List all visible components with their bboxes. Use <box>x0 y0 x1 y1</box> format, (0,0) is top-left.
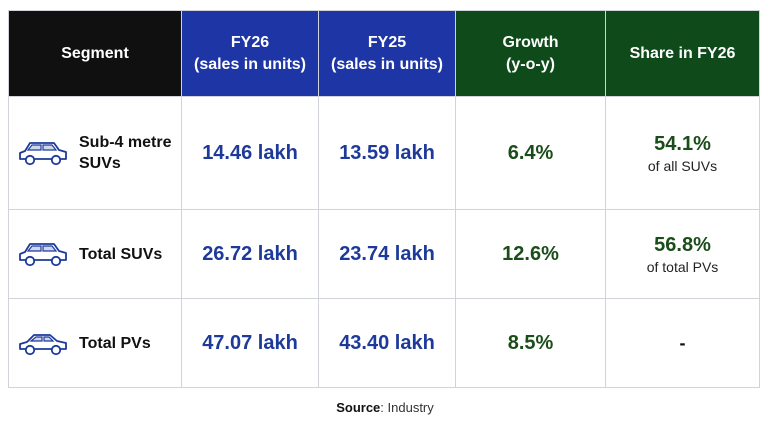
header-segment-label: Segment <box>61 44 129 62</box>
header-share: Share in FY26 <box>605 10 760 97</box>
header-fy25-label: FY25 <box>367 33 407 51</box>
header-fy26-sublabel: (sales in units) <box>193 55 307 73</box>
growth-value: 6.4% <box>507 141 554 164</box>
table-row: Total SUVs 26.72 lakh 23.74 lakh 12.6% 5… <box>8 209 760 299</box>
sales-comparison-table: Segment FY26 (sales in units) FY25 (sale… <box>8 10 760 388</box>
share-value: 54.1% <box>654 132 711 155</box>
header-growth: Growth (y-o-y) <box>455 10 606 97</box>
table-header-row: Segment FY26 (sales in units) FY25 (sale… <box>8 10 760 97</box>
growth-value-cell: 8.5% <box>455 298 606 388</box>
table-row: Sub-4 metre SUVs 14.46 lakh 13.59 lakh 6… <box>8 96 760 210</box>
header-share-label: Share in FY26 <box>629 44 736 62</box>
header-segment: Segment <box>8 10 182 97</box>
share-value-cell: 56.8% of total PVs <box>605 209 760 299</box>
header-fy26-label: FY26 <box>230 33 270 51</box>
sales-comparison-table-frame: Segment FY26 (sales in units) FY25 (sale… <box>8 10 760 388</box>
fy26-value: 26.72 lakh <box>202 242 298 265</box>
share-value-cell: - <box>605 298 760 388</box>
header-growth-label: Growth <box>502 33 559 51</box>
table-row: Total PVs 47.07 lakh 43.40 lakh 8.5% - <box>8 298 760 388</box>
fy25-value-cell: 43.40 lakh <box>318 298 456 388</box>
fy26-value-cell: 26.72 lakh <box>181 209 319 299</box>
growth-value: 12.6% <box>502 242 559 265</box>
segment-label: Sub-4 metre SUVs <box>79 134 172 172</box>
segment-cell: Sub-4 metre SUVs <box>8 96 182 210</box>
share-note: of all SUVs <box>647 157 718 174</box>
sedan-car-icon <box>19 334 67 356</box>
segment-label: Total SUVs <box>79 245 163 263</box>
header-growth-sublabel: (y-o-y) <box>506 55 555 73</box>
share-value: 56.8% <box>654 233 711 256</box>
growth-value-cell: 6.4% <box>455 96 606 210</box>
header-fy26: FY26 (sales in units) <box>181 10 319 97</box>
fy25-value: 43.40 lakh <box>339 331 435 354</box>
fy25-value-cell: 23.74 lakh <box>318 209 456 299</box>
source-note: Source: Industry <box>0 400 770 415</box>
fy26-value: 14.46 lakh <box>202 141 298 164</box>
share-note: of total PVs <box>646 258 719 275</box>
source-label: Source <box>336 400 381 415</box>
header-fy25-sublabel: (sales in units) <box>330 55 444 73</box>
segment-cell: Total SUVs <box>8 209 182 299</box>
fy26-value-cell: 47.07 lakh <box>181 298 319 388</box>
segment-cell: Total PVs <box>8 298 182 388</box>
share-value-cell: 54.1% of all SUVs <box>605 96 760 210</box>
fy25-value-cell: 13.59 lakh <box>318 96 456 210</box>
header-fy25: FY25 (sales in units) <box>318 10 456 97</box>
share-value: - <box>679 332 686 353</box>
fy25-value: 13.59 lakh <box>339 141 435 164</box>
source-text: : Industry <box>380 400 434 415</box>
growth-value-cell: 12.6% <box>455 209 606 299</box>
suv-car-icon <box>19 142 67 166</box>
segment-label: Total PVs <box>79 334 151 352</box>
fy26-value: 47.07 lakh <box>202 331 298 354</box>
fy26-value-cell: 14.46 lakh <box>181 96 319 210</box>
suv-car-icon <box>19 243 67 267</box>
growth-value: 8.5% <box>507 331 554 354</box>
fy25-value: 23.74 lakh <box>339 242 435 265</box>
